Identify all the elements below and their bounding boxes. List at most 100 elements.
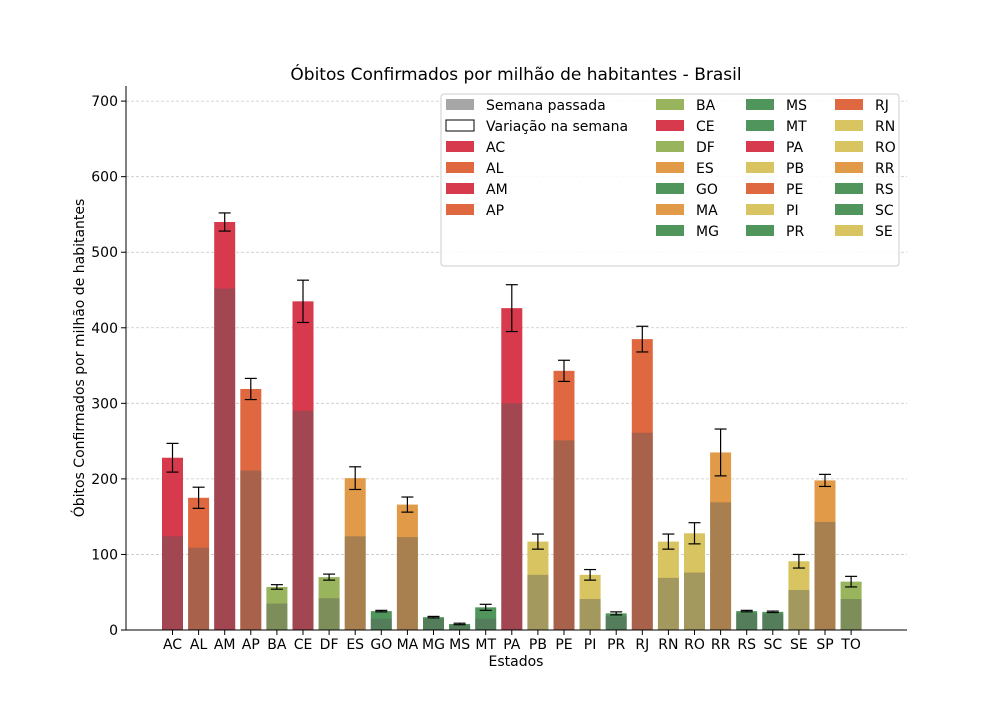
legend-swatch [446, 99, 474, 110]
legend-swatch [446, 162, 474, 173]
y-tick-label: 100 [91, 547, 118, 563]
legend-swatch [746, 120, 774, 131]
x-tick-label-AL: AL [190, 637, 208, 653]
bar-current-TO [840, 581, 862, 630]
bar-previous-PE [553, 440, 575, 630]
bar-current-BA [266, 586, 288, 630]
x-axis-label: Estados [489, 654, 544, 670]
x-tick-label-ES: ES [346, 637, 364, 653]
x-tick-label-PA: PA [503, 637, 521, 653]
x-tick-label-AP: AP [242, 637, 260, 653]
legend-label: CE [696, 119, 715, 135]
x-tick-label-MG: MG [422, 637, 445, 653]
y-tick-labels: 0 100 200 300 400 500 600 700 [91, 94, 126, 639]
bar-previous-RS [736, 613, 758, 630]
bar-current-PB [527, 541, 549, 630]
bar-current-AP [240, 388, 262, 630]
legend-swatch [835, 141, 863, 152]
legend-label: RJ [875, 98, 889, 114]
bar-current-AM [214, 222, 236, 630]
x-tick-label-RJ: RJ [635, 637, 649, 653]
x-tick-label-AC: AC [163, 637, 182, 653]
bar-previous-PB [527, 574, 549, 630]
bar-previous-SC [762, 614, 784, 630]
legend-label: BA [696, 98, 716, 114]
y-tick-label: 500 [91, 245, 118, 261]
legend-swatch [656, 225, 684, 236]
legend-label: PA [786, 140, 804, 156]
x-tick-label-MT: MT [475, 637, 496, 653]
legend-box [440, 93, 900, 267]
legend-label: AL [486, 161, 504, 177]
y-tick-label: 700 [91, 94, 118, 110]
bar-current-GO [370, 611, 392, 630]
legend-label: Variação na semana [486, 119, 628, 135]
bar-current-PE [553, 370, 575, 630]
bar-current-PA [501, 308, 523, 630]
bar-previous-AP [240, 470, 262, 630]
legend-swatch [656, 120, 684, 131]
bar-current-AC [162, 457, 183, 630]
bar-previous-RJ [631, 432, 653, 630]
y-axis-label: Óbitos Confirmados por milhão de habitan… [70, 199, 88, 518]
legend-swatch [656, 204, 684, 215]
legend-label: RO [875, 140, 896, 156]
bar-previous-MG [423, 618, 444, 630]
legend-swatch [746, 204, 774, 215]
legend-swatch [835, 120, 863, 131]
legend-swatch [835, 99, 863, 110]
legend-swatch [746, 183, 774, 194]
bar-previous-CE [292, 410, 314, 630]
legend-label: AM [486, 182, 508, 198]
bars [162, 222, 862, 630]
x-tick-label-MS: MS [449, 637, 470, 653]
x-tick-label-BA: BA [267, 637, 287, 653]
x-tick-labels: AC AL AM AP BA CE DF ES GO MA MG MS MT PA PB PE PI PR RJ RN… [163, 630, 861, 653]
legend-swatch [446, 183, 474, 194]
legend-label: RS [875, 182, 894, 198]
bar-current-MG [423, 617, 444, 630]
x-tick-label-RN: RN [658, 637, 678, 653]
legend-label: DF [696, 140, 715, 156]
y-tick-label: 0 [109, 623, 118, 639]
bar-previous-MT [475, 618, 497, 630]
legend-swatch [746, 141, 774, 152]
bar-current-RO [684, 533, 705, 630]
x-tick-label-RO: RO [684, 637, 705, 653]
bar-current-AL [188, 497, 210, 630]
x-tick-label-PE: PE [555, 637, 572, 653]
bar-previous-SE [788, 589, 810, 630]
legend-swatch [746, 225, 774, 236]
x-tick-label-PB: PB [529, 637, 547, 653]
bar-previous-BA [266, 603, 288, 630]
bar-current-RN [657, 541, 679, 630]
legend-swatch [446, 204, 474, 215]
bar-previous-PR [605, 616, 627, 630]
legend-swatch [656, 162, 684, 173]
x-tick-label-SC: SC [763, 637, 782, 653]
bar-current-PI [579, 574, 601, 630]
y-tick-label: 400 [91, 321, 118, 337]
legend-label: PE [786, 182, 803, 198]
bar-current-RJ [631, 339, 653, 630]
bar-previous-ES [344, 536, 366, 630]
x-tick-label-CE: CE [294, 637, 313, 653]
x-tick-label-PR: PR [607, 637, 625, 653]
bar-previous-SP [814, 521, 836, 630]
x-tick-label-SE: SE [790, 637, 808, 653]
x-tick-label-AM: AM [214, 637, 236, 653]
legend-label: SC [875, 203, 894, 219]
bar-previous-PI [579, 599, 601, 630]
bar-previous-AM [214, 288, 236, 630]
bar-current-MA [396, 504, 418, 630]
x-tick-label-TO: TO [840, 637, 861, 653]
error-bars [166, 212, 858, 626]
bar-previous-MS [449, 625, 471, 630]
legend-swatch [835, 162, 863, 173]
chart-title: Óbitos Confirmados por milhão de habitan… [290, 63, 741, 85]
y-tick-label: 300 [91, 396, 118, 412]
legend-swatch [656, 99, 684, 110]
bar-current-RR [710, 452, 732, 630]
